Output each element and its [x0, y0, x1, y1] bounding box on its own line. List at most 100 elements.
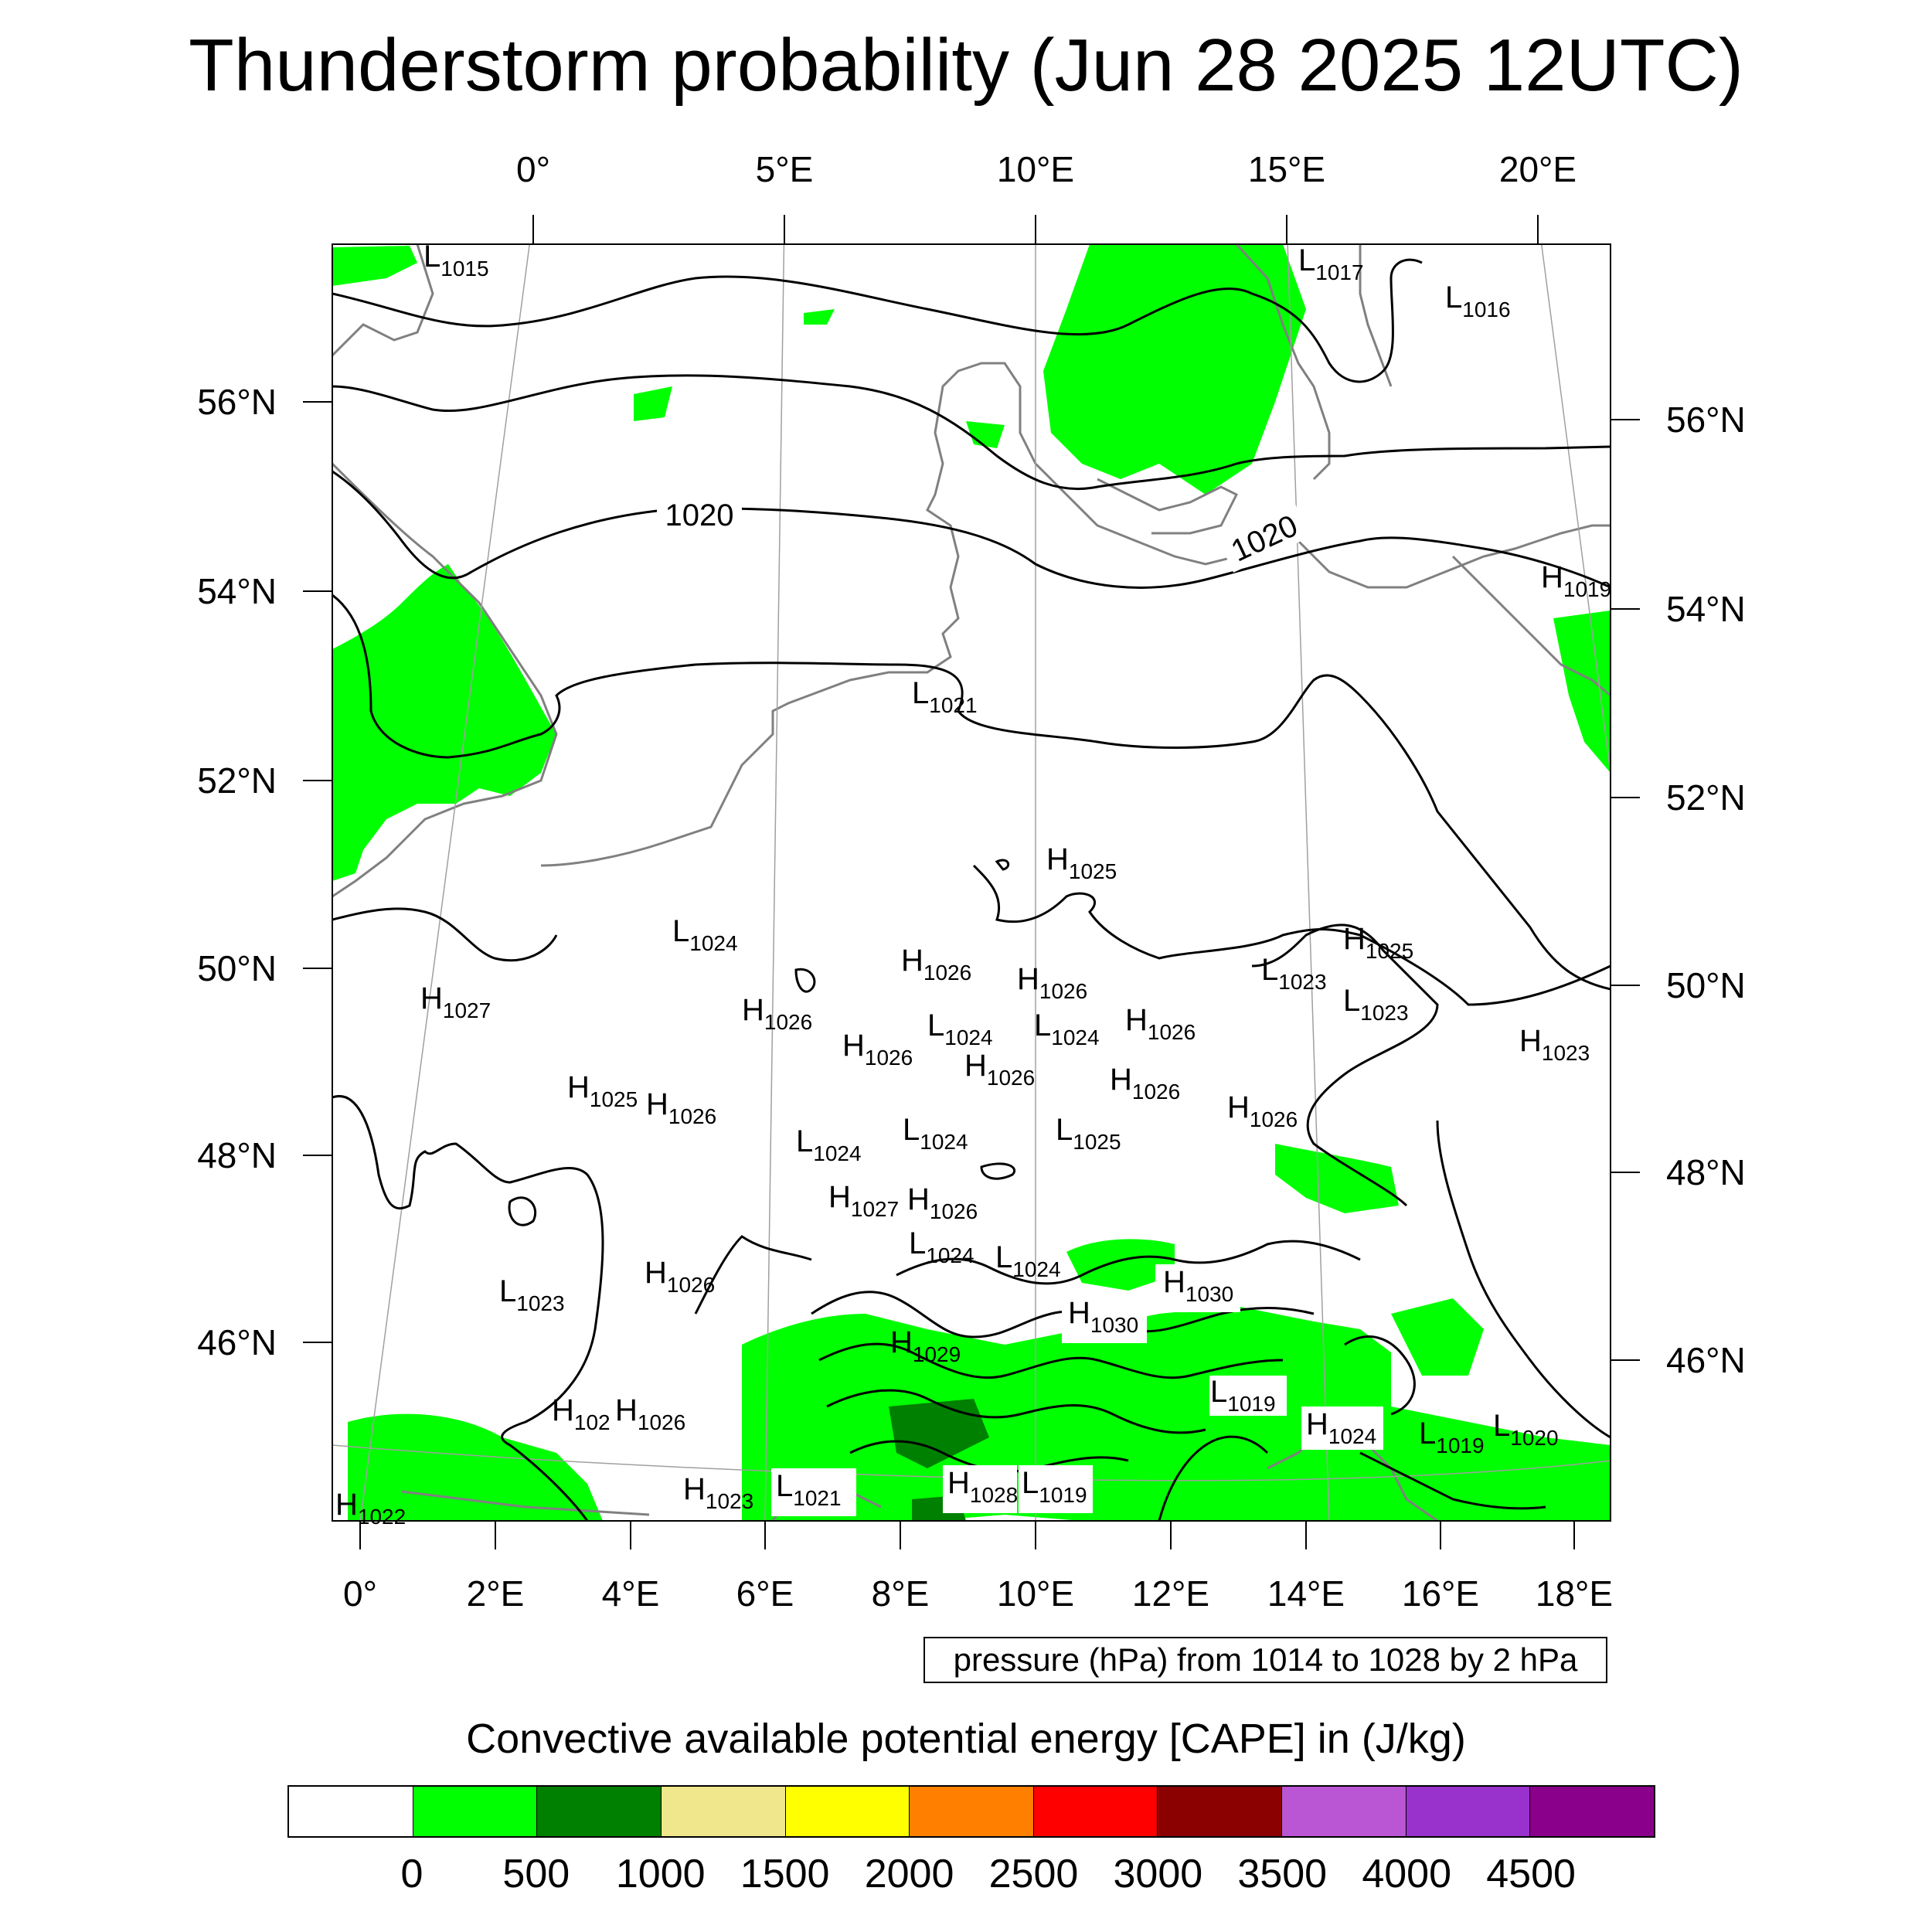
bottom-lon-label: 4°E [602, 1573, 660, 1614]
svg-text:H1026: H1026 [964, 1049, 1035, 1090]
isobar-small-4 [980, 1162, 1015, 1180]
svg-text:H1028: H1028 [947, 1466, 1018, 1507]
cape-area-small-3 [966, 421, 1005, 448]
contour-labels: 1020 1020 [657, 495, 1311, 573]
isobar-east-1 [1251, 923, 1439, 1207]
map-frame [332, 243, 1611, 1522]
right-lat-labels: 56°N 54°N 52°N 50°N 48°N 46°N [1666, 400, 1746, 1380]
colorbar-label: 2000 [864, 1852, 954, 1896]
svg-text:H1030: H1030 [1163, 1265, 1233, 1306]
bottom-lon-label: 0° [343, 1573, 377, 1614]
svg-text:H1026: H1026 [907, 1182, 978, 1223]
tick-marks [303, 215, 1640, 1549]
cape-area-france-south [348, 1413, 603, 1521]
pressure-center-label: L1015 [423, 240, 489, 281]
pressure-center-label: H1030 [1068, 1296, 1138, 1337]
isobar-mid-3 [972, 864, 1611, 1006]
pressure-center-label: L1023 [499, 1274, 565, 1315]
colorbar-label: 4500 [1486, 1852, 1576, 1896]
colorbar-label: 3500 [1237, 1852, 1328, 1896]
svg-text:L1017: L1017 [1298, 243, 1364, 284]
pressure-center-label: H1026 [1110, 1063, 1180, 1104]
bottom-lon-label: 2°E [467, 1573, 525, 1614]
svg-text:H102: H102 [552, 1393, 611, 1434]
right-lat-label: 46°N [1666, 1340, 1746, 1380]
cape-area-small-2 [804, 309, 835, 325]
isobar-alps-1 [811, 1291, 1315, 1338]
svg-text:L1019: L1019 [1022, 1466, 1087, 1507]
svg-text:L1016: L1016 [1445, 281, 1511, 321]
cape-area-high-1 [889, 1399, 989, 1468]
colorbar-title: Convective available potential energy [C… [466, 1716, 1466, 1762]
pressure-center-label: L1024 [927, 1009, 993, 1049]
svg-text:H1026: H1026 [646, 1087, 716, 1128]
isobar-france-1 [332, 1095, 604, 1521]
colorbar-label: 4000 [1362, 1852, 1452, 1896]
pressure-center-label: L1024 [909, 1226, 975, 1267]
top-lon-label: 15°E [1248, 149, 1325, 189]
right-lat-label: 50°N [1666, 965, 1746, 1005]
svg-text:L1020: L1020 [1493, 1409, 1559, 1450]
colorbar-segment [784, 1787, 910, 1836]
colorbar-label: 2500 [988, 1852, 1079, 1896]
pressure-center-label: H1025 [1343, 922, 1413, 963]
cape-area-alps-north [1066, 1239, 1175, 1291]
colorbar-label: 3000 [1113, 1852, 1203, 1896]
isobar-north-3 [332, 470, 1611, 589]
cape-area-small-1 [634, 386, 672, 421]
top-lon-label: 10°E [997, 149, 1074, 189]
colorbar-segment [660, 1787, 785, 1836]
top-lon-labels: 0° 5°E 10°E 15°E 20°E [516, 149, 1577, 189]
pressure-center-label: H1026 [964, 1049, 1035, 1090]
svg-text:H1026: H1026 [742, 993, 812, 1034]
pressure-center-label: L1021 [912, 676, 978, 717]
isobar-alps-6 [1344, 1335, 1416, 1416]
pressure-center-label: H1029 [890, 1325, 961, 1366]
isobar-france-2 [694, 1235, 812, 1315]
coastline-baltic-east [1451, 555, 1611, 697]
bottom-lon-label: 16°E [1402, 1573, 1479, 1614]
svg-text:H1027: H1027 [828, 1180, 899, 1221]
top-lon-label: 20°E [1499, 149, 1577, 189]
isobar-alps-2 [818, 1342, 1284, 1379]
colorbar-label: 0 [400, 1852, 423, 1896]
pressure-center-label: L1020 [1493, 1409, 1559, 1450]
left-lat-labels: 56°N 54°N 52°N 50°N 48°N 46°N [197, 382, 277, 1362]
left-lat-label: 46°N [197, 1322, 277, 1362]
pressure-center-label: H1024 [1306, 1407, 1376, 1448]
left-lat-label: 54°N [197, 571, 277, 611]
pressure-center-label: L1017 [1298, 243, 1364, 284]
right-lat-label: 54°N [1666, 589, 1746, 629]
bottom-lon-label: 8°E [872, 1573, 930, 1614]
svg-text:L1023: L1023 [499, 1274, 565, 1315]
right-lat-label: 56°N [1666, 400, 1746, 440]
coastline-sweden [1235, 244, 1393, 481]
top-lon-label: 0° [516, 149, 550, 189]
colorbar-label: 1000 [615, 1852, 706, 1896]
colorbar-segment [289, 1787, 413, 1836]
bottom-lon-label: 12°E [1132, 1573, 1209, 1614]
cape-area-slovakia [1275, 1144, 1399, 1213]
isobar-north-2 [332, 374, 1611, 491]
pressure-center-label: H1026 [646, 1087, 716, 1128]
pressure-center-label: L1025 [1056, 1113, 1121, 1154]
svg-text:H1023: H1023 [683, 1472, 753, 1513]
left-lat-label: 50°N [197, 948, 277, 988]
svg-text:H1026: H1026 [1125, 1003, 1196, 1044]
contour-info-box: pressure (hPa) from 1014 to 1028 by 2 hP… [923, 1637, 1607, 1683]
colorbar-segment [1157, 1787, 1282, 1836]
svg-text:L1024: L1024 [903, 1113, 968, 1154]
colorbar-segment [412, 1787, 537, 1836]
cape-area-poland-east [1553, 611, 1611, 773]
pressure-center-label: H1025 [567, 1070, 638, 1111]
svg-text:H1025: H1025 [1046, 842, 1117, 883]
svg-text:L1024: L1024 [796, 1124, 862, 1165]
top-lon-label: 5°E [756, 149, 814, 189]
svg-text:H1025: H1025 [1343, 922, 1413, 963]
left-lat-label: 48°N [197, 1135, 277, 1175]
pressure-center-label: H1025 [1046, 842, 1117, 883]
pressure-center-label: H1026 [742, 993, 812, 1034]
svg-text:H1026: H1026 [615, 1393, 685, 1434]
svg-text:L1024: L1024 [927, 1009, 993, 1049]
svg-text:H1026: H1026 [901, 944, 971, 985]
